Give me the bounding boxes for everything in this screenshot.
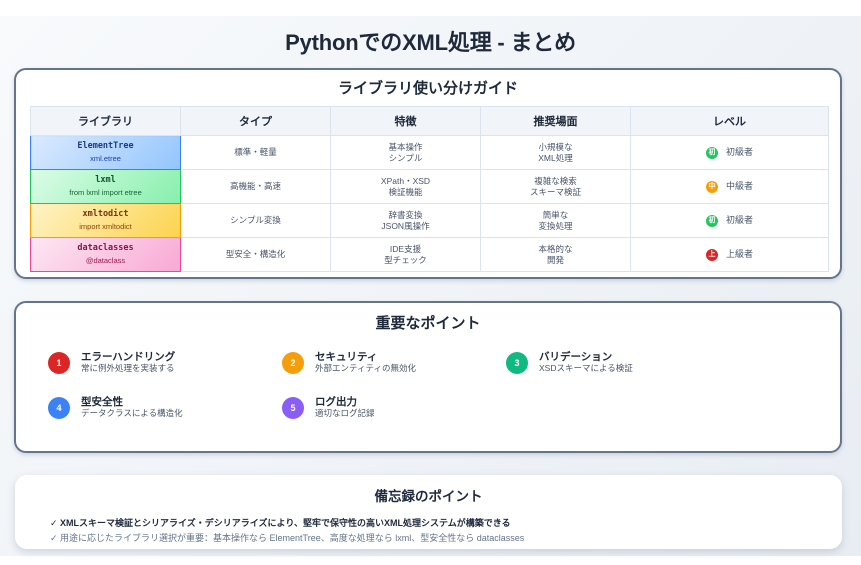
point-item-security: 2 セキュリティ 外部エンティティの無効化	[282, 351, 416, 374]
usecase-line: 変換処理	[538, 220, 573, 231]
library-import: import xmltodict	[79, 222, 132, 231]
intermediate-badge-icon: 中	[705, 180, 718, 193]
beginner-badge-icon: 初	[705, 214, 718, 227]
table-row: dataclasses @dataclass 型安全・構造化 IDE支援 型チェッ…	[30, 237, 829, 272]
type-cell: 高機能・高速	[180, 169, 331, 204]
point-title: 型安全性	[81, 396, 123, 408]
library-name: lxml	[95, 175, 116, 185]
usecase-cell: 複雑な検索 スキーマ検証	[480, 169, 631, 204]
point-item-type-safety: 4 型安全性 データクラスによる構造化	[48, 396, 183, 419]
feature-line: 検証機能	[388, 186, 423, 197]
library-cell-lxml: lxml from lxml import etree	[30, 169, 181, 204]
memo-card: 備忘録のポイント ✓ XMLスキーマ検証とシリアライズ・デシリアライズにより、堅…	[15, 475, 842, 549]
level-cell: 中中級者	[630, 169, 829, 204]
feature-line: JSON風操作	[381, 220, 430, 231]
library-guide-title: ライブラリ使い分けガイド	[337, 80, 518, 97]
features-cell: 辞書変換 JSON風操作	[330, 203, 481, 238]
header-level: レベル	[630, 106, 829, 136]
feature-line: XPath・XSD	[380, 175, 431, 186]
feature-line: シンプル	[388, 152, 423, 163]
level-label: 上級者	[725, 249, 753, 259]
library-cell-xmltodict: xmltodict import xmltodict	[30, 203, 181, 238]
advanced-badge-icon: 上	[705, 248, 718, 261]
library-name: dataclasses	[77, 243, 134, 253]
library-import: xml.etree	[90, 154, 121, 163]
features-cell: IDE支援 型チェック	[330, 237, 481, 272]
number-2-icon: 2	[282, 351, 304, 374]
library-cell-elementtree: ElementTree xml.etree	[30, 135, 181, 170]
level-label: 初級者	[725, 147, 753, 157]
number-1-icon: 1	[48, 351, 70, 374]
point-title: セキュリティ	[315, 351, 378, 363]
important-points-card: 重要なポイント 1 エラーハンドリング 常に例外処理を実装する 2 セキュリティ外…	[14, 301, 842, 453]
library-name: ElementTree	[77, 141, 134, 151]
usecase-line: 開発	[546, 254, 564, 265]
usecase-line: 複雑な検索	[534, 175, 577, 186]
usecase-cell: 本格的な 開発	[480, 237, 631, 272]
usecase-cell: 小規模な XML処理	[480, 135, 631, 170]
point-desc: 外部エンティティの無効化	[315, 363, 416, 373]
point-item-logging: 5 ログ出力 適切なログ記録	[282, 396, 375, 419]
point-desc: 常に例外処理を実装する	[81, 363, 175, 373]
header-features: 特徴	[330, 106, 481, 136]
usecase-line: 簡単な	[542, 209, 569, 220]
table-row: xmltodict import xmltodict シンプル変換 辞書変換 JS…	[30, 203, 829, 238]
header-type: タイプ	[180, 106, 331, 136]
memo-line-primary: ✓ XMLスキーマ検証とシリアライズ・デシリアライズにより、堅牢で保守性の高いX…	[50, 518, 511, 528]
feature-line: 辞書変換	[388, 209, 423, 220]
usecase-line: スキーマ検証	[529, 186, 581, 197]
number-3-icon: 3	[506, 351, 528, 374]
features-cell: 基本操作 シンプル	[330, 135, 481, 170]
feature-line: IDE支援	[389, 243, 422, 254]
memo-title: 備忘録のポイント	[374, 489, 483, 504]
beginner-badge-icon: 初	[705, 146, 718, 159]
type-cell: 型安全・構造化	[180, 237, 331, 272]
point-desc: データクラスによる構造化	[81, 408, 183, 418]
header-usecase: 推奨場面	[480, 106, 631, 136]
level-cell: 初初級者	[630, 203, 829, 238]
number-4-icon: 4	[48, 396, 70, 419]
level-label: 初級者	[725, 215, 753, 225]
feature-line: 型チェック	[384, 254, 427, 265]
feature-line: 基本操作	[388, 141, 423, 152]
library-import: @dataclass	[85, 256, 126, 265]
type-cell: 標準・軽量	[180, 135, 331, 170]
library-guide-card: ライブラリ使い分けガイド ライブラリ タイプ 特徴 推奨場面 レベル Eleme…	[14, 68, 842, 279]
point-title: バリデーション	[539, 351, 613, 363]
library-name: xmltodict	[82, 209, 129, 219]
memo-line-secondary: ✓ 用途に応じたライブラリ選択が重要：基本操作なら ElementTree、高度…	[50, 533, 525, 543]
important-points-title: 重要なポイント	[375, 315, 481, 332]
page-title: PythonでのXML処理 - まとめ	[285, 30, 576, 55]
level-cell: 上上級者	[630, 237, 829, 272]
header-library: ライブラリ	[30, 106, 181, 136]
library-import: from lxml import etree	[69, 188, 142, 197]
usecase-line: XML処理	[538, 152, 573, 163]
point-title: エラーハンドリング	[81, 351, 176, 363]
point-item-validation: 3 バリデーション XSDスキーマによる検証	[506, 351, 633, 374]
library-cell-dataclasses: dataclasses @dataclass	[30, 237, 181, 272]
page-background: PythonでのXML処理 - まとめ ライブラリ使い分けガイド ライブラリ タ…	[0, 16, 861, 556]
point-desc: XSDスキーマによる検証	[539, 363, 633, 373]
table-row: ElementTree xml.etree 標準・軽量 基本操作 シンプル 小規模…	[30, 135, 829, 170]
table-header-row: ライブラリ タイプ 特徴 推奨場面 レベル	[30, 106, 829, 136]
type-cell: シンプル変換	[180, 203, 331, 238]
library-guide-table: ライブラリ タイプ 特徴 推奨場面 レベル ElementTree xml.et…	[30, 106, 829, 272]
usecase-line: 本格的な	[538, 243, 573, 254]
features-cell: XPath・XSD 検証機能	[330, 169, 481, 204]
point-item-error-handling: 1 エラーハンドリング 常に例外処理を実装する	[48, 351, 175, 374]
level-cell: 初初級者	[630, 135, 829, 170]
level-label: 中級者	[725, 181, 753, 191]
usecase-line: 小規模な	[538, 141, 573, 152]
point-desc: 適切なログ記録	[315, 408, 375, 418]
number-5-icon: 5	[282, 396, 304, 419]
point-title: ログ出力	[315, 396, 357, 408]
table-row: lxml from lxml import etree 高機能・高速 XPath…	[30, 169, 829, 204]
usecase-cell: 簡単な 変換処理	[480, 203, 631, 238]
